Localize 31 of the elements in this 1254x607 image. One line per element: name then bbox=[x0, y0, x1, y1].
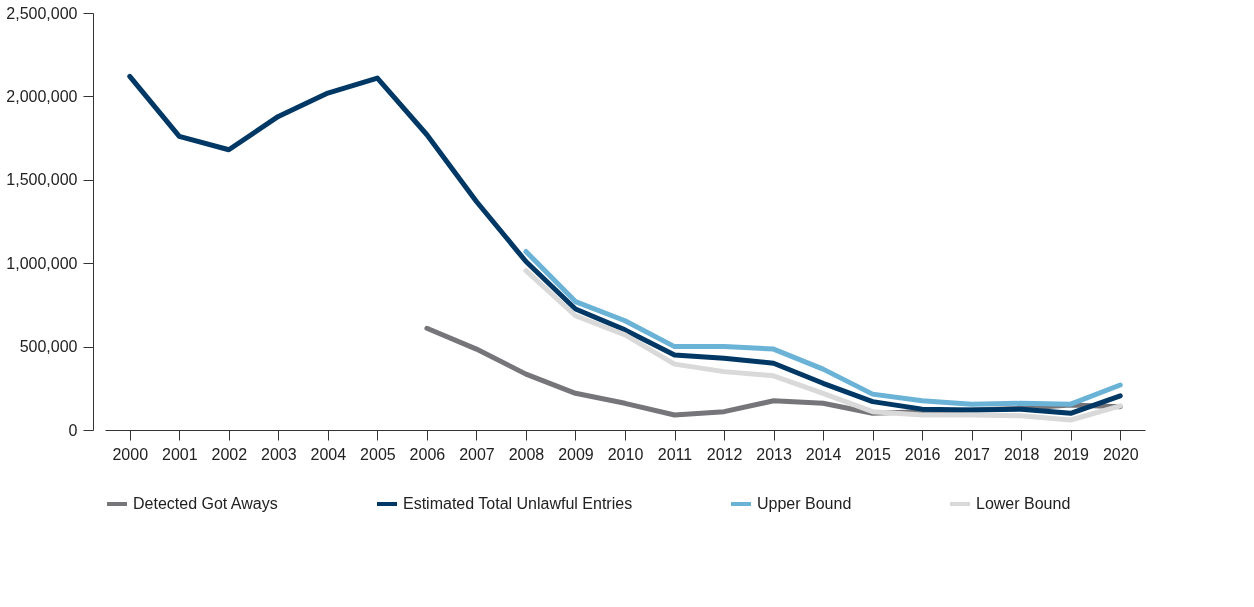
x-tick-label: 2006 bbox=[409, 445, 446, 463]
x-tick-label: 2001 bbox=[161, 445, 198, 463]
y-tick-label: 1,500,000 bbox=[6, 171, 78, 189]
x-tick-label: 2005 bbox=[360, 445, 396, 463]
x-tick-label: 2002 bbox=[211, 445, 248, 463]
x-tick-label: 2020 bbox=[1102, 445, 1139, 463]
x-tick-label: 2011 bbox=[657, 445, 693, 463]
legend-label: Estimated Total Unlawful Entries bbox=[403, 495, 633, 512]
y-tick-label: 1,000,000 bbox=[6, 254, 78, 272]
x-tick-label: 2004 bbox=[310, 445, 347, 463]
x-tick-label: 2016 bbox=[904, 445, 941, 463]
x-tick-label: 2003 bbox=[261, 445, 297, 463]
x-tick-label: 2014 bbox=[805, 445, 842, 463]
x-tick-label: 2019 bbox=[1053, 445, 1090, 463]
y-tick-label: 0 bbox=[68, 421, 78, 439]
y-tick-label: 500,000 bbox=[19, 338, 78, 356]
x-tick-label: 2017 bbox=[954, 445, 991, 463]
y-tick-label: 2,500,000 bbox=[6, 4, 78, 22]
x-tick-label: 2000 bbox=[112, 445, 149, 463]
y-tick-label: 2,000,000 bbox=[6, 87, 78, 105]
x-tick-label: 2013 bbox=[756, 445, 792, 463]
x-tick-label: 2015 bbox=[855, 445, 892, 463]
legend-label: Upper Bound bbox=[757, 495, 852, 512]
x-tick-label: 2018 bbox=[1003, 445, 1040, 463]
legend-label: Detected Got Aways bbox=[133, 495, 278, 512]
legend-label: Lower Bound bbox=[976, 495, 1071, 512]
x-tick-label: 2012 bbox=[706, 445, 743, 463]
x-tick-label: 2007 bbox=[459, 445, 495, 463]
x-tick-label: 2009 bbox=[558, 445, 594, 463]
x-tick-label: 2010 bbox=[607, 445, 644, 463]
x-tick-label: 2008 bbox=[508, 445, 545, 463]
